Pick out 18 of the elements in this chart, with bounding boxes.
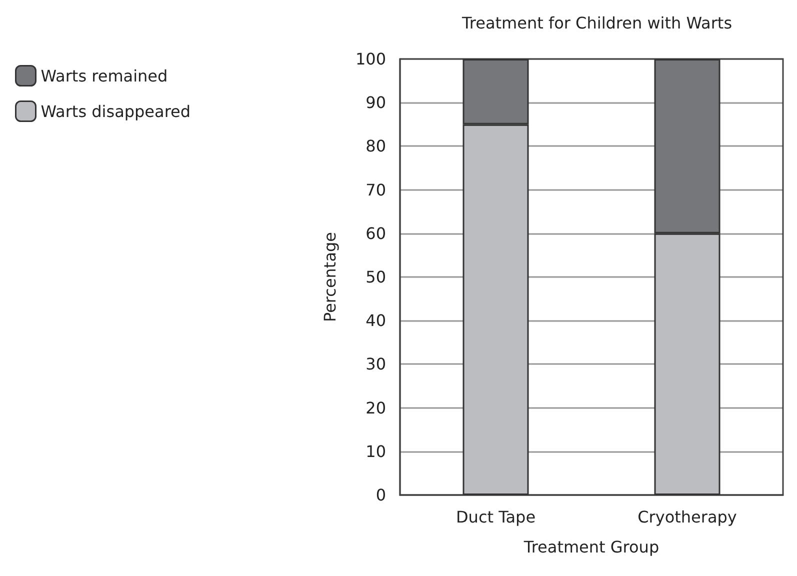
- x-axis-title: Treatment Group: [522, 538, 660, 556]
- y-axis-title: Percentage: [320, 232, 340, 322]
- y-tick-label: 80: [366, 136, 386, 156]
- y-tick-label: 30: [366, 354, 386, 374]
- y-tick-label: 100: [355, 50, 386, 68]
- x-tick-label: Duct Tape: [456, 508, 536, 526]
- y-tick-label: 90: [366, 93, 386, 112]
- legend-label: Warts disappeared: [40, 102, 191, 121]
- y-tick-label: 70: [366, 180, 386, 200]
- y-tick-label: 50: [366, 268, 386, 286]
- legend-label: Warts remained: [40, 66, 168, 86]
- y-tick-label: 20: [366, 398, 386, 418]
- y-tick-label: 0: [376, 486, 386, 504]
- y-tick-label: 40: [366, 311, 386, 330]
- y-tick-label: 60: [366, 224, 386, 243]
- x-tick-label: Cryotherapy: [638, 508, 737, 526]
- y-tick-label: 10: [366, 442, 386, 461]
- chart-title: Treatment for Children with Warts: [460, 14, 732, 32]
